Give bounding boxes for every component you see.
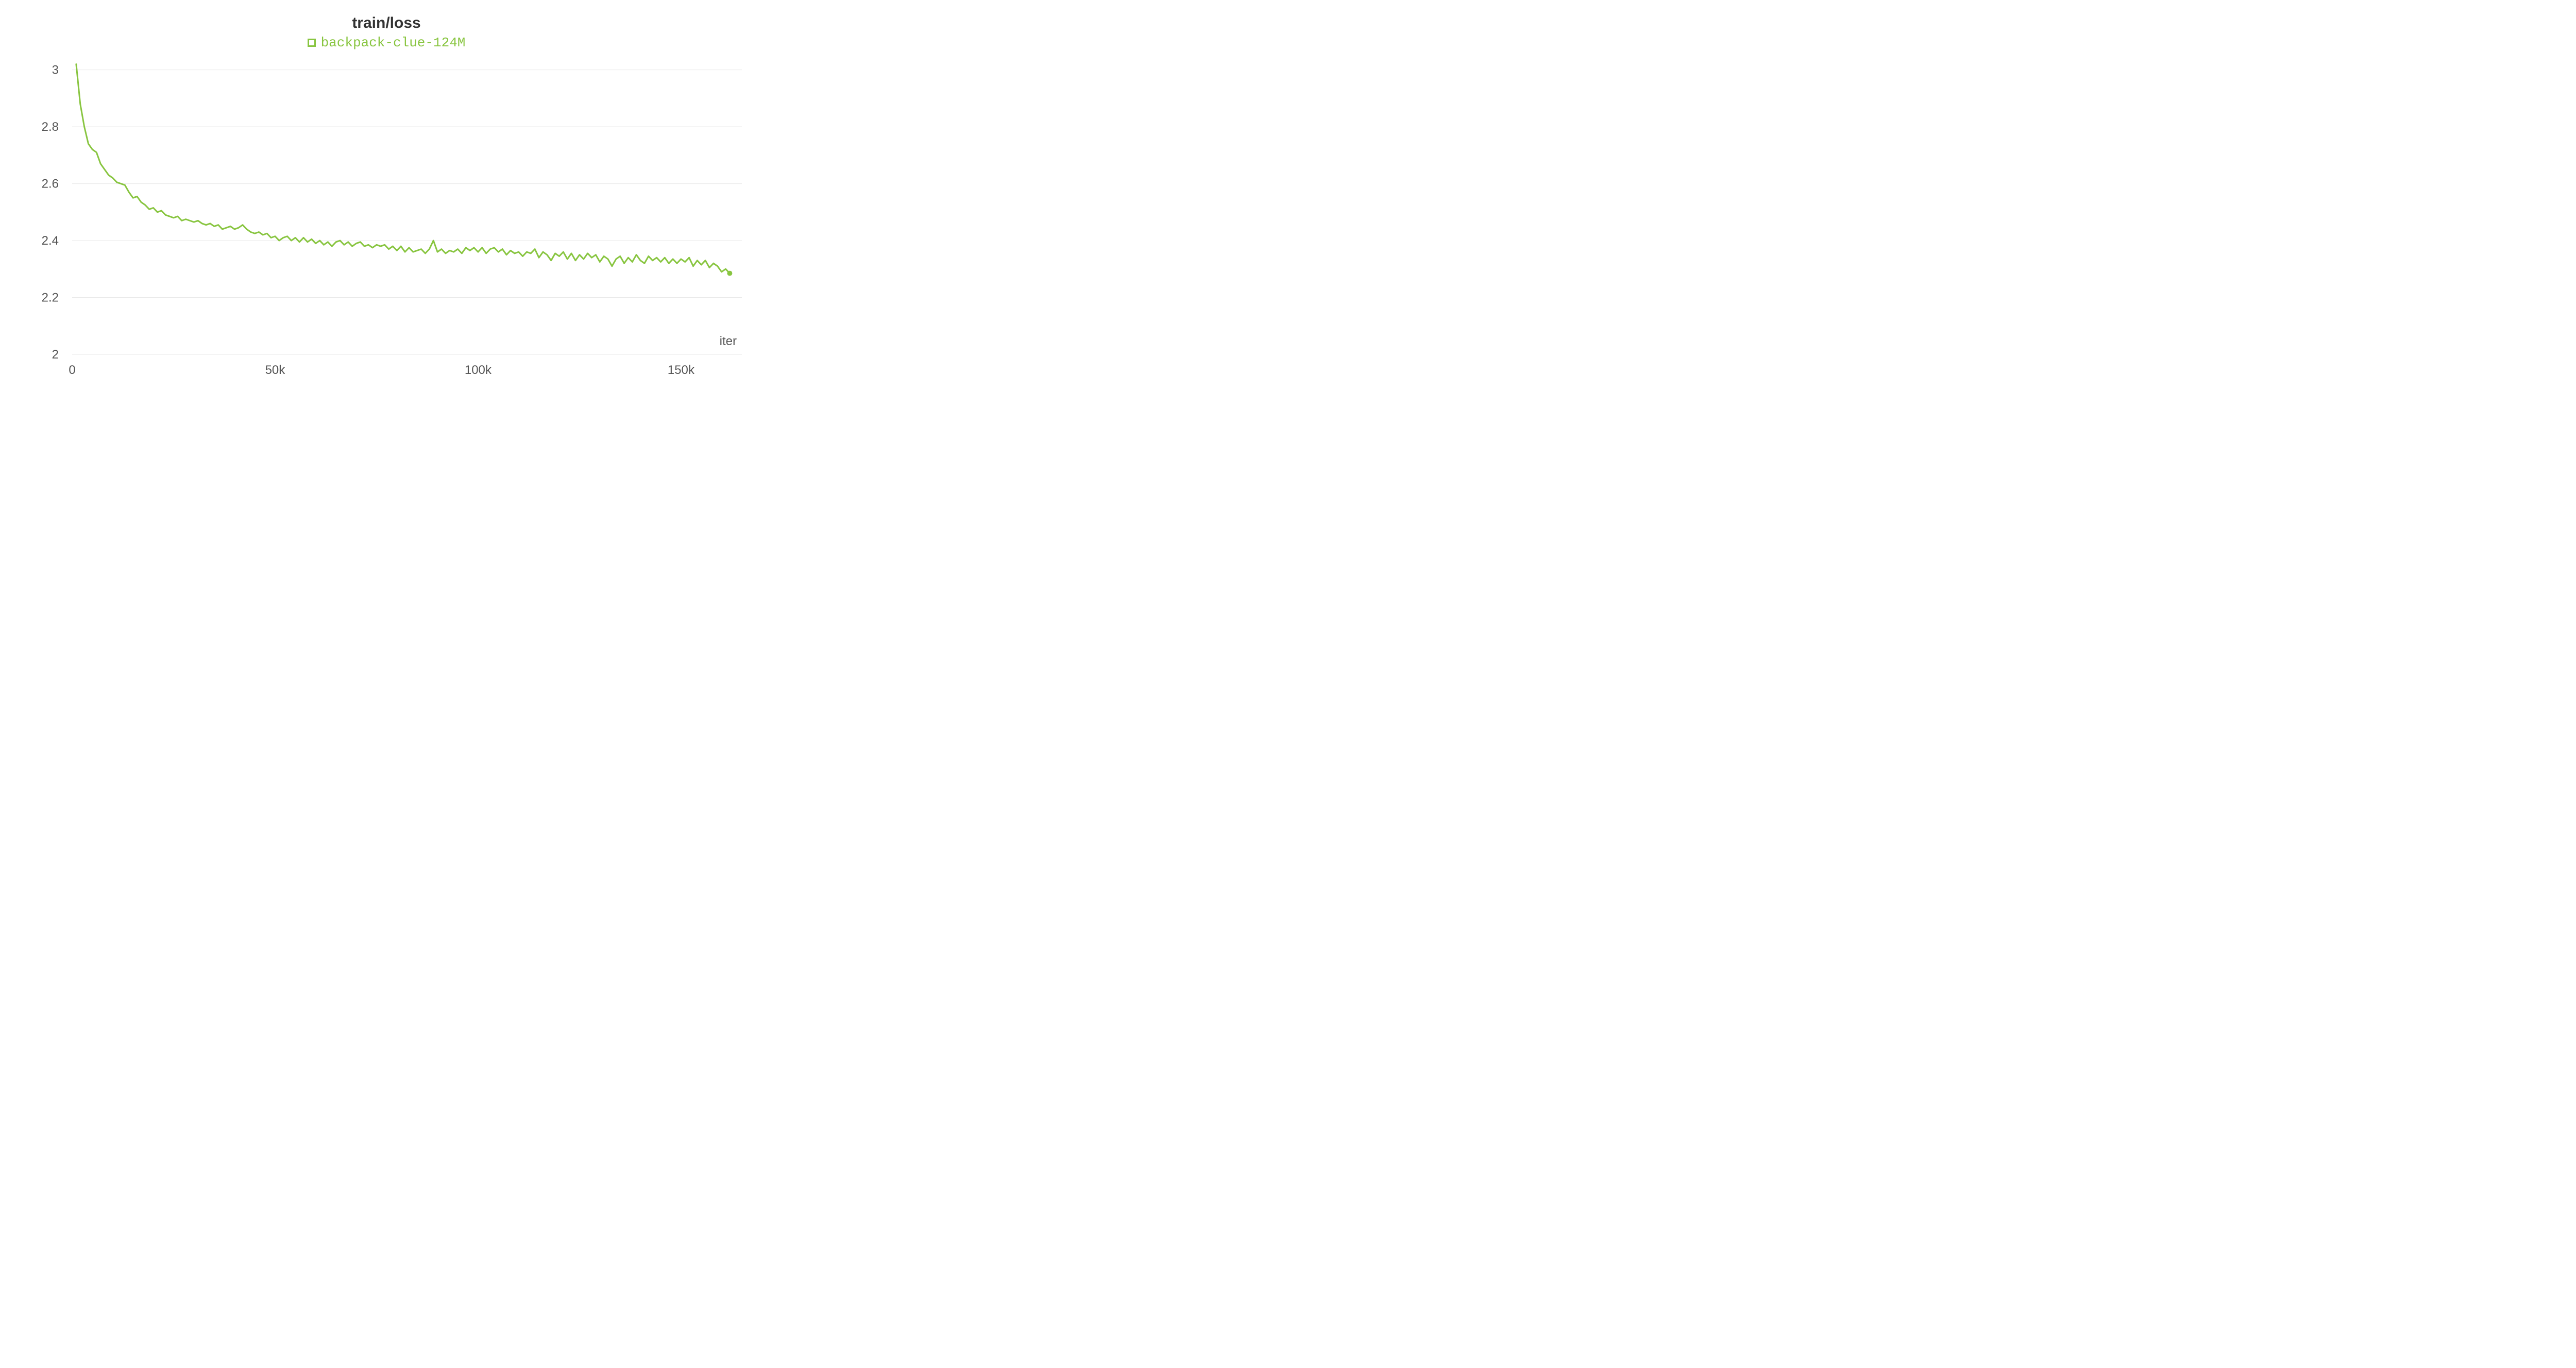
x-axis-title: iter <box>720 334 737 348</box>
chart-title: train/loss <box>0 0 773 32</box>
x-tick-label: 50k <box>265 363 286 377</box>
y-tick-label: 2.8 <box>42 120 59 134</box>
legend-label: backpack-clue-124M <box>321 35 466 50</box>
y-tick-label: 2.6 <box>42 177 59 191</box>
series-end-marker <box>727 271 732 276</box>
y-tick-label: 3 <box>52 63 59 77</box>
chart-legend: backpack-clue-124M <box>0 35 773 50</box>
legend-swatch <box>308 39 316 47</box>
x-tick-label: 150k <box>668 363 695 377</box>
x-tick-label: 100k <box>465 363 492 377</box>
chart-plot-area: 2 2.2 2.4 2.6 2.8 3 0 50k 100k 150k iter <box>0 50 773 390</box>
loss-chart: train/loss backpack-clue-124M 2 2.2 2.4 2.6… <box>0 0 773 406</box>
y-tick-label: 2.4 <box>42 234 59 248</box>
y-tick-label: 2.2 <box>42 291 59 305</box>
x-tick-label: 0 <box>69 363 75 377</box>
series-line <box>76 64 730 273</box>
y-tick-label: 2 <box>52 348 59 362</box>
